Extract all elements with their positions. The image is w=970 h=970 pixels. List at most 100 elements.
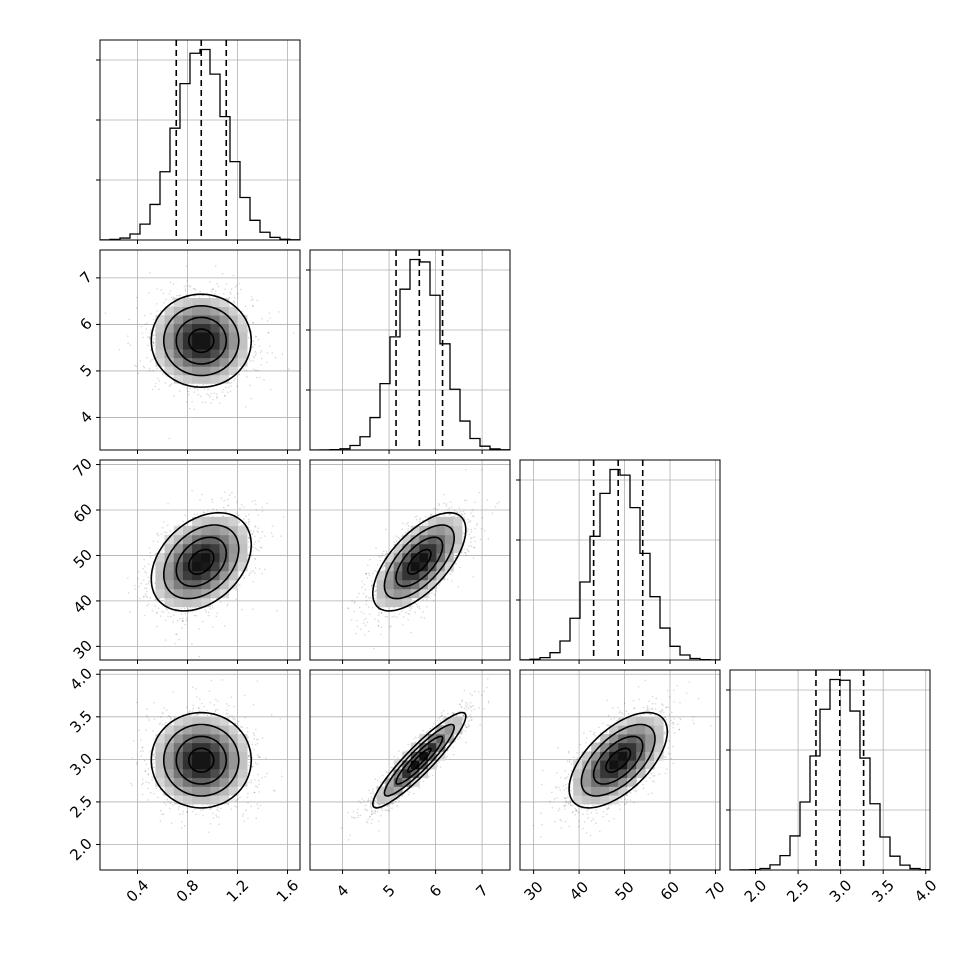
sample-point [467,550,470,553]
density-cell [173,340,184,350]
sample-point [222,515,224,517]
sample-point [193,295,196,297]
sample-point [253,343,256,346]
sample-point [494,506,497,508]
sample-point [192,287,195,290]
sample-point [261,317,264,320]
sample-point [216,612,219,614]
sample-point [214,290,217,292]
sample-point [155,302,158,305]
sample-point [172,621,175,623]
sample-point [156,533,158,536]
sample-point [430,514,433,517]
density-cell [192,570,202,581]
sample-point [436,508,439,511]
sample-point [153,338,155,340]
sample-point [191,643,193,645]
sample-point [252,570,254,572]
sample-point [164,382,167,384]
density-cell [173,579,184,590]
sample-point [166,609,168,611]
sample-point [231,491,233,494]
sample-point [201,493,203,496]
sample-point [142,336,144,339]
sample-point [147,336,149,338]
sample-point [223,395,226,397]
sample-point [470,528,473,531]
density-cell [182,597,193,608]
sample-point [143,558,145,561]
sample-point [455,554,458,557]
sample-point [160,615,162,617]
density-cell [173,561,184,572]
density-cell [219,552,230,563]
sample-point [182,520,184,523]
sample-point [238,520,240,523]
sample-point [266,502,268,505]
sample-point [162,521,165,523]
sample-point [134,364,136,367]
sample-point [496,502,498,505]
sample-point [144,323,147,326]
sample-point [347,607,349,609]
sample-point [251,533,254,535]
sample-point [161,526,164,529]
density-cell [164,570,175,581]
sample-point [152,540,155,542]
density-cell [219,315,230,325]
sample-point [258,568,261,570]
sample-point [154,598,156,601]
density-cell [192,366,202,376]
sample-point [358,592,360,595]
sample-point [139,360,142,362]
sample-point [188,284,191,287]
sample-point [128,611,131,614]
density-cell [173,306,184,316]
sample-point [374,585,377,588]
sample-point [163,531,166,533]
sample-point [167,612,170,614]
sample-point [185,265,188,267]
density-cell [228,570,239,581]
sample-point [158,534,160,537]
sample-point [222,292,225,295]
sample-point [469,519,472,522]
sample-point [128,318,130,321]
sample-point [420,616,423,619]
sample-point [377,625,380,628]
sample-point [251,608,254,610]
sample-point [235,284,238,287]
sample-point [154,605,156,608]
sample-point [224,288,226,291]
density-cell [164,561,175,572]
sample-point [356,619,358,622]
sample-point [146,344,149,347]
sample-point [217,285,220,288]
sample-point [218,402,221,404]
sample-point [371,572,374,575]
sample-point [164,619,167,622]
sample-point [258,540,260,542]
sample-point [166,524,169,527]
sample-point [198,628,200,630]
density-cell [182,588,193,599]
sample-point [254,572,256,575]
sample-point [224,386,227,389]
sample-point [183,285,186,288]
sample-point [230,385,232,387]
sample-point [215,508,218,511]
density-cell [192,525,202,536]
contour-line [175,536,228,588]
density-cell [155,349,165,359]
sample-point [347,607,350,610]
density-cell [228,366,239,376]
sample-point [446,578,449,581]
sample-point [255,509,258,511]
density-cell [182,357,193,367]
sample-point [259,376,261,379]
sample-point [216,397,218,400]
sample-point [243,506,245,508]
sample-point [378,612,381,614]
sample-point [243,368,245,370]
